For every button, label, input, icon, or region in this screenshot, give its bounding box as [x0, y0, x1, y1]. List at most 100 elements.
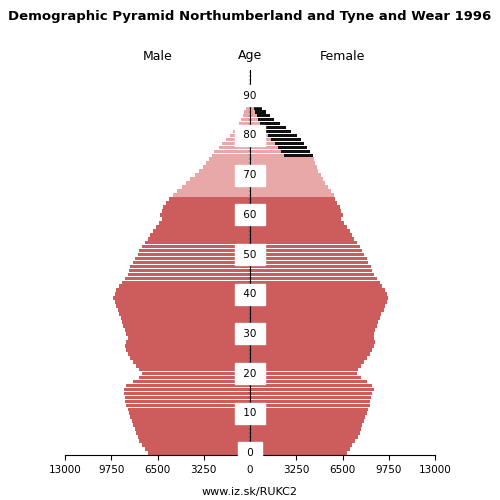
Text: Male: Male — [142, 50, 172, 62]
Bar — [250, 154, 284, 157]
Bar — [250, 340, 375, 344]
Bar — [244, 110, 250, 114]
Bar — [250, 154, 312, 157]
Bar — [250, 252, 364, 256]
Bar — [129, 268, 250, 272]
Bar — [122, 280, 250, 284]
Bar — [250, 94, 255, 98]
Bar — [250, 146, 307, 149]
Bar — [250, 102, 259, 106]
Bar — [250, 138, 272, 141]
Bar — [250, 217, 341, 220]
Bar — [250, 213, 342, 216]
Bar — [250, 388, 374, 392]
Bar — [124, 392, 250, 396]
Bar — [250, 336, 374, 340]
Bar — [250, 324, 376, 328]
Bar — [212, 154, 250, 157]
Bar — [115, 300, 250, 304]
Bar — [250, 328, 375, 332]
Bar — [115, 292, 250, 296]
Bar — [250, 158, 314, 161]
Bar — [250, 130, 265, 134]
Bar — [130, 356, 250, 360]
Bar — [250, 178, 322, 181]
Bar — [250, 304, 385, 308]
Bar — [134, 428, 250, 431]
Bar — [250, 444, 352, 447]
Bar — [250, 380, 366, 384]
Bar — [126, 384, 250, 388]
Bar — [250, 440, 356, 443]
Bar — [250, 114, 270, 117]
Text: Age: Age — [238, 50, 262, 62]
Bar — [250, 308, 384, 312]
Bar — [124, 324, 250, 328]
Bar — [250, 372, 356, 376]
Bar — [241, 118, 250, 122]
Bar — [250, 368, 358, 372]
Bar — [250, 284, 382, 288]
Bar — [139, 440, 250, 443]
Bar — [250, 396, 371, 400]
Bar — [150, 233, 250, 236]
Text: 70: 70 — [240, 170, 260, 180]
Bar — [250, 122, 280, 126]
Bar — [250, 142, 275, 146]
Bar — [250, 229, 350, 232]
Bar — [250, 221, 344, 224]
Bar — [250, 451, 347, 455]
Bar — [250, 312, 381, 316]
Bar — [128, 352, 250, 356]
Bar — [126, 332, 250, 336]
Bar — [166, 201, 250, 205]
Bar — [250, 110, 266, 114]
Bar — [250, 276, 376, 280]
Bar — [246, 106, 250, 110]
Text: 90: 90 — [240, 91, 260, 101]
Bar — [190, 178, 250, 181]
Bar — [206, 162, 250, 165]
Bar — [250, 225, 347, 228]
Bar — [134, 424, 250, 427]
Bar — [250, 193, 334, 197]
Bar — [139, 368, 250, 372]
Bar — [250, 272, 374, 276]
Bar — [134, 256, 250, 260]
Bar — [163, 205, 250, 209]
Bar — [186, 182, 250, 185]
Bar — [250, 86, 252, 90]
Bar — [250, 376, 361, 380]
Bar — [250, 182, 326, 185]
Bar — [128, 336, 250, 340]
Bar — [250, 364, 361, 368]
Text: 80: 80 — [240, 130, 260, 140]
Bar — [250, 264, 371, 268]
Bar — [159, 221, 250, 224]
Bar — [250, 296, 388, 300]
Bar — [178, 189, 250, 193]
Bar — [230, 134, 250, 138]
Text: www.iz.sk/RUKC2: www.iz.sk/RUKC2 — [202, 488, 298, 498]
Bar — [250, 201, 337, 205]
Bar — [138, 436, 250, 439]
Bar — [250, 280, 380, 284]
Bar — [124, 388, 250, 392]
Bar — [125, 396, 250, 400]
Bar — [250, 348, 372, 352]
Bar — [250, 134, 297, 138]
Bar — [250, 118, 274, 122]
Bar — [250, 332, 374, 336]
Bar — [250, 162, 316, 165]
Bar — [160, 213, 250, 216]
Bar — [173, 193, 250, 197]
Bar — [250, 408, 368, 411]
Bar — [126, 348, 250, 352]
Bar — [128, 272, 250, 276]
Bar — [134, 260, 250, 264]
Bar — [250, 189, 331, 193]
Text: 40: 40 — [240, 290, 260, 300]
Bar — [148, 451, 250, 455]
Bar — [250, 432, 360, 435]
Bar — [250, 320, 378, 324]
